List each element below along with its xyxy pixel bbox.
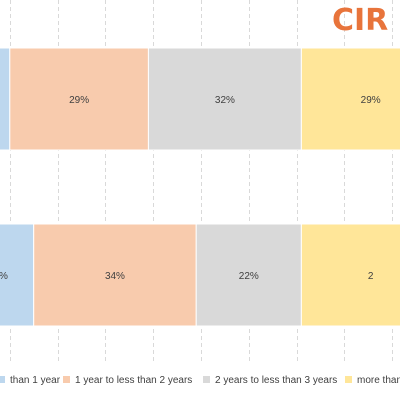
bar-segment [147, 47, 302, 151]
data-label: 29% [361, 95, 381, 106]
legend-swatch [63, 376, 70, 383]
data-label: 29% [69, 95, 89, 106]
data-label: 32% [215, 95, 235, 106]
legend-label: 1 year to less than 2 years [75, 375, 192, 386]
data-label: 23% [0, 271, 8, 282]
logo: CIR [332, 3, 388, 38]
legend-label: than 1 year [10, 375, 61, 386]
bar-segment [300, 47, 400, 151]
legend-swatch [0, 376, 5, 383]
bar-segment [0, 47, 11, 151]
legend-label: 2 years to less than 3 years [215, 375, 337, 386]
data-label: 34% [105, 271, 125, 282]
bars [0, 47, 400, 327]
data-label: 2 [368, 271, 374, 282]
bar-segment [300, 223, 400, 327]
data-labels: 29% 32% 29% 23% 34% 22% 2 [0, 95, 381, 282]
legend-swatch [345, 376, 352, 383]
bar-segment [33, 223, 197, 327]
legend-swatch [203, 376, 210, 383]
legend-label: more than 3 [357, 375, 400, 386]
bar-segment [9, 47, 149, 151]
data-label: 22% [239, 271, 259, 282]
legend: than 1 year 1 year to less than 2 years 2 … [0, 375, 400, 386]
